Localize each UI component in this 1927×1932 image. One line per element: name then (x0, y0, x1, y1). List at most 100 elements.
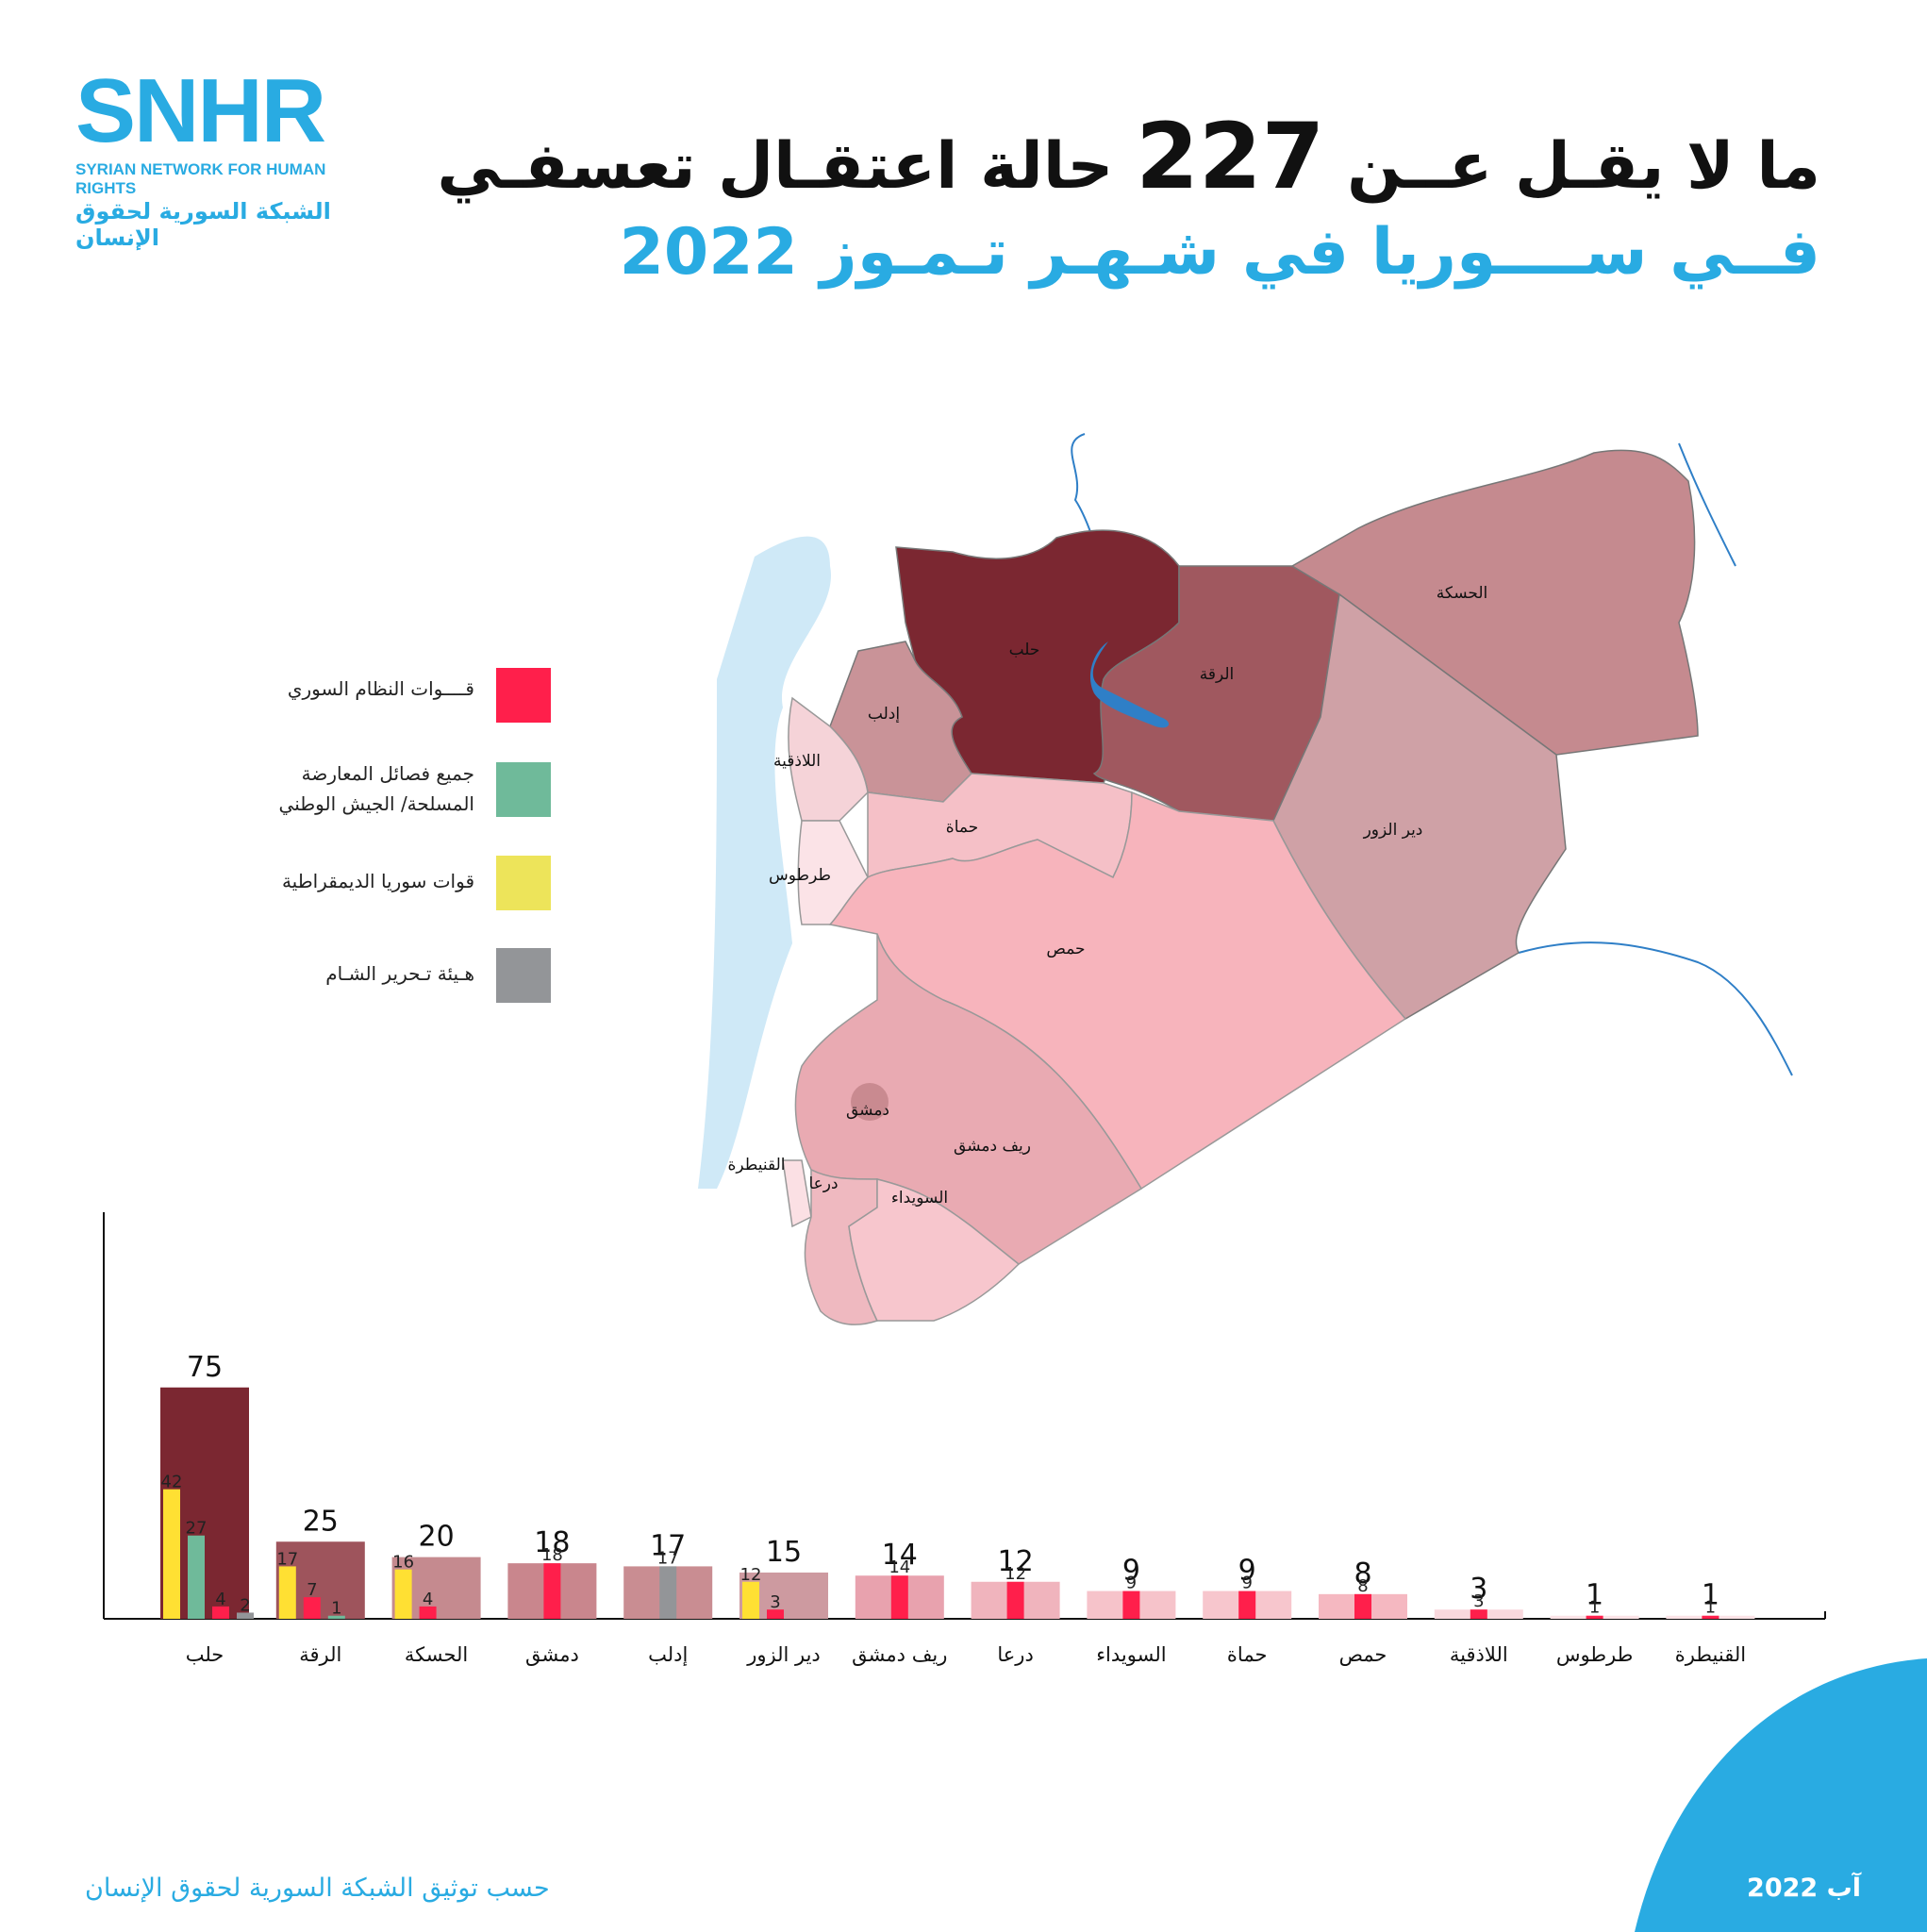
bar-segment-label: 1 (331, 1599, 341, 1619)
bar-segment (188, 1535, 205, 1619)
sea-coast (698, 536, 831, 1189)
map-region-damascus (851, 1083, 889, 1121)
bar-segment (1122, 1591, 1140, 1619)
bar-segment (163, 1489, 180, 1619)
bar-total-label: 1 (1586, 1579, 1603, 1612)
source-note: حسب توثيق الشبكة السورية لحقوق الإنسان (85, 1874, 550, 1903)
bar-total-label: 15 (766, 1536, 802, 1569)
category-label: طرطوس (1556, 1643, 1634, 1666)
map-label-raqqa: الرقة (1200, 665, 1235, 684)
legend-swatch-regime (496, 668, 551, 723)
bar-segment-label: 4 (423, 1590, 433, 1609)
category-label: اللاذقية (1450, 1643, 1508, 1666)
category-label: حلب (186, 1643, 224, 1666)
bar-segment (767, 1609, 784, 1619)
bar-segment-label: 3 (1473, 1591, 1484, 1611)
bar-total-label: 1 (1702, 1579, 1719, 1612)
category-label: الحسكة (405, 1643, 468, 1666)
bar-segment-label: 7 (307, 1580, 317, 1600)
page-title: ما لا يقـل عــن 227 حالة اعتقـال تعسفـي (437, 104, 1820, 209)
bar-segment-label: 42 (161, 1473, 183, 1492)
legend-label-sdf: قوات سوريا الديمقراطية (281, 870, 474, 892)
bar-segment (419, 1606, 437, 1619)
bar-segment (1238, 1591, 1256, 1619)
map-label-hama: حماة (946, 818, 978, 837)
lake-assad (1089, 641, 1170, 728)
bar-total-label: 3 (1470, 1573, 1487, 1606)
bar-total-label: 17 (650, 1529, 686, 1562)
bar-segment (659, 1566, 677, 1619)
legend-label-opposition: جميع فصائل المعارضة المسلحة/ الجيش الوطن… (278, 762, 474, 815)
title-prefix: ما لا يقـل عــن (1347, 129, 1820, 204)
bar-total-label: 14 (882, 1539, 918, 1572)
category-label: درعا (997, 1643, 1033, 1666)
map-label-quneitra: القنيطرة (728, 1156, 786, 1174)
bar-segment (543, 1563, 561, 1619)
map-label-suwayda: السويداء (891, 1189, 948, 1208)
legend-label-hts: هـيئة تـحرير الشـام (325, 962, 474, 985)
bar-segment-label: 1 (1589, 1598, 1600, 1618)
map-label-aleppo: حلب (1009, 641, 1040, 659)
chart-axes (103, 1212, 1826, 1620)
bar-segment (394, 1569, 412, 1619)
bar-segment-label: 12 (740, 1565, 762, 1585)
map-label-homs: حمص (1046, 940, 1085, 958)
bar-total-label: 9 (1122, 1555, 1140, 1588)
corner-decoration (1635, 1658, 1927, 1932)
bar-segment (742, 1581, 759, 1619)
category-label: حماة (1227, 1643, 1268, 1666)
category-label: ريف دمشق (852, 1643, 947, 1666)
bar-segment-label: 17 (276, 1549, 298, 1569)
bar-total-label: 12 (998, 1545, 1034, 1578)
bar-segment (212, 1606, 229, 1619)
title-total-number: 227 (1136, 104, 1325, 209)
bar-segment (1006, 1581, 1024, 1619)
bar-segment (278, 1566, 296, 1619)
bar-segment-label: 18 (541, 1545, 563, 1565)
category-label: دير الزور (746, 1643, 821, 1666)
map-label-idlib: إدلب (868, 705, 900, 724)
bar-segment-label: 3 (770, 1592, 780, 1612)
map-label-damascus: دمشق (846, 1101, 889, 1120)
logo-mark: SNHR (75, 60, 326, 161)
bar-segment (1470, 1609, 1487, 1619)
bar-segment (1702, 1615, 1719, 1619)
map-region-raqqa (1092, 565, 1340, 822)
map-label-rif-dimashq: ريف دمشق (954, 1137, 1031, 1156)
map-label-daraa: درعا (808, 1174, 838, 1193)
bar-segment-label: 12 (1005, 1564, 1026, 1584)
bar-total-label: 75 (187, 1351, 223, 1384)
bar-segment-label: 9 (1241, 1574, 1252, 1593)
legend-label-regime: قــــوات النظام السوري (287, 677, 474, 700)
bar-segment (1354, 1593, 1371, 1619)
bar-segment (303, 1597, 321, 1619)
syria-governorates-map: حلب الرقة الحسكة إدلب اللاذقية حماة طرطو… (698, 433, 1793, 1325)
snhr-logo: SNHR SYRIAN NETWORK FOR HUMAN RIGHTS الش… (75, 60, 358, 252)
category-label: السويداء (1096, 1643, 1166, 1666)
logo-arabic-name: الشبكة السورية لحقوق الإنسان (75, 198, 331, 251)
bar-total-label: 18 (534, 1526, 570, 1559)
map-region-hasakah (1290, 449, 1699, 756)
bar-segment-label: 1 (1705, 1598, 1716, 1618)
bar-segment (890, 1575, 908, 1619)
category-label: الرقة (299, 1643, 341, 1666)
bar-segment (1586, 1615, 1603, 1619)
publication-date: آب 2022 (1747, 1874, 1861, 1903)
bar-segment-label: 17 (657, 1548, 679, 1568)
legend-swatch-sdf (496, 856, 551, 910)
bar-segment-label: 27 (186, 1519, 208, 1539)
bar-segment-label: 2 (240, 1595, 250, 1615)
map-label-deir-ez-zor: دير الزور (1363, 821, 1423, 840)
bar-total-label: 8 (1354, 1557, 1371, 1591)
title-suffix: حالة اعتقـال تعسفـي (437, 129, 1114, 204)
page-subtitle: فــي ســــوريا في شـهـر تـمـوز 2022 (619, 215, 1820, 290)
bar-segment-label: 16 (392, 1553, 414, 1573)
bar-segment-label: 14 (889, 1557, 910, 1577)
bar-total-label: 20 (419, 1521, 455, 1554)
bar-segment (237, 1612, 254, 1619)
map-region-suwayda (848, 1178, 1021, 1322)
iraq-border-river (1518, 941, 1793, 1076)
legend-swatch-hts (496, 948, 551, 1003)
